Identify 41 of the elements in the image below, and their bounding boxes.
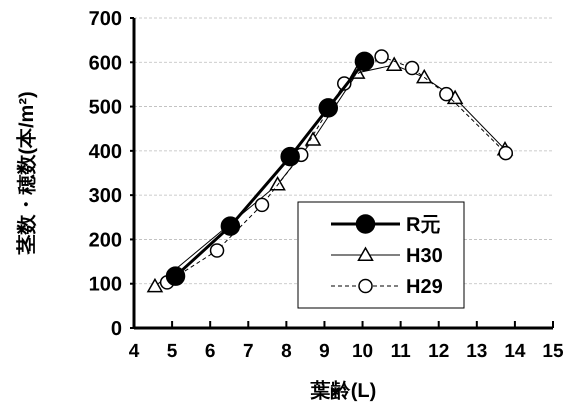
point — [280, 146, 300, 166]
y-tick-label: 500 — [88, 96, 122, 119]
point — [254, 198, 270, 212]
y-axis-title: 茎数・穂数(本/m²) — [16, 91, 38, 256]
point — [374, 49, 389, 64]
x-tick-label: 9 — [319, 341, 330, 362]
x-tick-label: 10 — [352, 341, 374, 362]
x-tick-label: 7 — [242, 341, 254, 362]
point — [439, 86, 454, 102]
x-tick-label: 14 — [504, 341, 526, 362]
point — [498, 146, 514, 160]
y-tick-label: 600 — [88, 52, 122, 74]
x-tick-label: 15 — [542, 341, 564, 362]
y-tick-label: 400 — [88, 140, 122, 163]
x-tick-label: 11 — [390, 341, 412, 362]
x-tick-label: 12 — [428, 341, 450, 362]
point — [354, 52, 374, 72]
legend-label: R元 — [406, 214, 440, 236]
point — [416, 70, 432, 84]
y-tick-label: 700 — [88, 8, 122, 30]
point — [166, 266, 186, 286]
x-tick-label: 4 — [128, 341, 140, 362]
y-tick-label: 200 — [88, 229, 122, 252]
y-tick-label: 0 — [110, 318, 122, 340]
point — [270, 176, 286, 191]
x-tick-label: 13 — [466, 341, 488, 362]
x-tick-label: 8 — [281, 341, 292, 362]
x-tick-label: 6 — [204, 341, 216, 362]
legend-label: H29 — [406, 276, 443, 298]
y-tick-label: 100 — [88, 274, 122, 296]
point — [220, 216, 240, 236]
x-tick-label: 5 — [166, 341, 178, 362]
point — [318, 98, 338, 118]
x-axis-title: 葉齢(L) — [310, 380, 376, 402]
point — [404, 60, 420, 76]
legend-label: H30 — [406, 245, 443, 267]
y-tick-label: 300 — [88, 185, 122, 208]
point — [210, 243, 224, 258]
point — [305, 132, 321, 146]
point — [147, 278, 163, 292]
point — [386, 57, 402, 71]
